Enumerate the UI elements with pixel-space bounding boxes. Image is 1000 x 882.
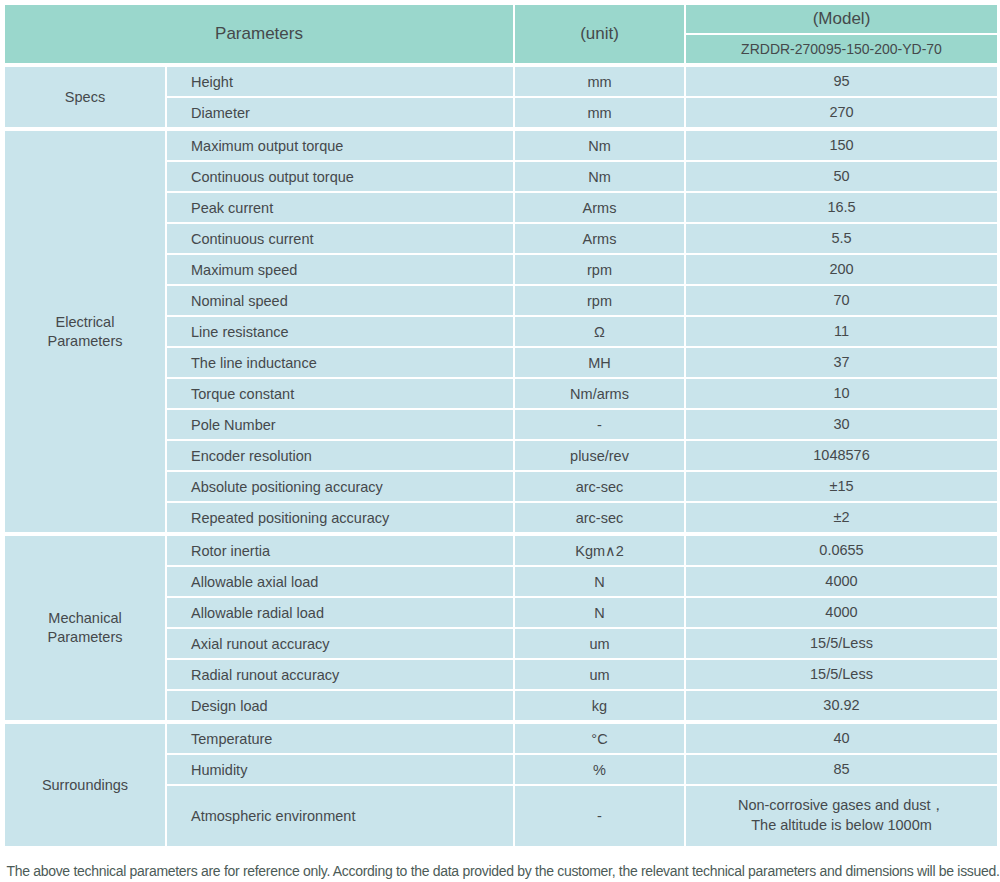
name-cell: Repeated positioning accuracy: [166, 502, 514, 534]
value-cell: 15/5/Less: [685, 659, 998, 690]
unit-cell: um: [514, 628, 685, 659]
parameters-header-cell: Parameters: [4, 4, 514, 65]
value-cell: 200: [685, 254, 998, 285]
unit-cell: arc-sec: [514, 471, 685, 502]
unit-cell: %: [514, 754, 685, 785]
unit-cell: Arms: [514, 223, 685, 254]
unit-cell: Ω: [514, 316, 685, 347]
value-cell: 11: [685, 316, 998, 347]
value-cell: 30.92: [685, 690, 998, 722]
spec-sheet-page: Parameters (unit) (Model) ZRDDR-270095-1…: [0, 0, 1000, 879]
name-cell: Torque constant: [166, 378, 514, 409]
value-cell: 1048576: [685, 440, 998, 471]
value-cell: 70: [685, 285, 998, 316]
name-cell: Continuous output torque: [166, 161, 514, 192]
unit-cell: Arms: [514, 192, 685, 223]
value-cell: 0.0655: [685, 534, 998, 566]
unit-cell: kg: [514, 690, 685, 722]
name-cell: Axial runout accuracy: [166, 628, 514, 659]
unit-cell: Kgm∧2: [514, 534, 685, 566]
spec-table-header: Parameters (unit) (Model) ZRDDR-270095-1…: [4, 4, 998, 65]
unit-cell: pluse/rev: [514, 440, 685, 471]
value-cell: 150: [685, 129, 998, 161]
name-cell: Maximum speed: [166, 254, 514, 285]
name-cell: Pole Number: [166, 409, 514, 440]
unit-cell: Nm: [514, 161, 685, 192]
unit-cell: rpm: [514, 285, 685, 316]
unit-cell: um: [514, 659, 685, 690]
name-cell: The line inductance: [166, 347, 514, 378]
value-cell: 50: [685, 161, 998, 192]
value-cell: 4000: [685, 566, 998, 597]
unit-cell: mm: [514, 97, 685, 129]
name-cell: Rotor inertia: [166, 534, 514, 566]
name-cell: Continuous current: [166, 223, 514, 254]
value-cell: 5.5: [685, 223, 998, 254]
spec-table: Parameters (unit) (Model) ZRDDR-270095-1…: [3, 3, 999, 848]
name-cell: Allowable radial load: [166, 597, 514, 628]
unit-cell: -: [514, 785, 685, 847]
name-cell: Nominal speed: [166, 285, 514, 316]
unit-cell: N: [514, 566, 685, 597]
unit-cell: Nm: [514, 129, 685, 161]
name-cell: Radial runout accuracy: [166, 659, 514, 690]
name-cell: Encoder resolution: [166, 440, 514, 471]
value-cell: 95: [685, 65, 998, 97]
table-row: Electrical ParametersMaximum output torq…: [4, 129, 998, 161]
group-cell-specs: Specs: [4, 65, 166, 129]
name-cell: Maximum output torque: [166, 129, 514, 161]
unit-cell: Nm/arms: [514, 378, 685, 409]
value-cell: 16.5: [685, 192, 998, 223]
spec-table-body: SpecsHeightmm95Diametermm270Electrical P…: [4, 65, 998, 847]
name-cell: Design load: [166, 690, 514, 722]
group-cell-surroundings: Surroundings: [4, 722, 166, 847]
name-cell: Temperature: [166, 722, 514, 754]
name-cell: Humidity: [166, 754, 514, 785]
unit-cell: N: [514, 597, 685, 628]
value-cell: 37: [685, 347, 998, 378]
unit-cell: -: [514, 409, 685, 440]
value-cell: ±2: [685, 502, 998, 534]
model-header-cell: (Model): [685, 4, 998, 34]
name-cell: Diameter: [166, 97, 514, 129]
unit-cell: mm: [514, 65, 685, 97]
unit-header-cell: (unit): [514, 4, 685, 65]
name-cell: Atmospheric environment: [166, 785, 514, 847]
unit-cell: °C: [514, 722, 685, 754]
value-cell: 40: [685, 722, 998, 754]
value-cell: 4000: [685, 597, 998, 628]
name-cell: Absolute positioning accuracy: [166, 471, 514, 502]
value-cell: Non-corrosive gases and dust， The altitu…: [685, 785, 998, 847]
value-cell: 10: [685, 378, 998, 409]
unit-cell: arc-sec: [514, 502, 685, 534]
group-cell-electrical-parameters: Electrical Parameters: [4, 129, 166, 534]
footer-note: The above technical parameters are for r…: [3, 863, 1000, 879]
value-cell: 15/5/Less: [685, 628, 998, 659]
value-cell: 85: [685, 754, 998, 785]
value-cell: 30: [685, 409, 998, 440]
group-cell-mechanical-parameters: Mechanical Parameters: [4, 534, 166, 722]
name-cell: Allowable axial load: [166, 566, 514, 597]
unit-cell: MH: [514, 347, 685, 378]
table-row: Mechanical ParametersRotor inertiaKgm∧20…: [4, 534, 998, 566]
name-cell: Height: [166, 65, 514, 97]
name-cell: Line resistance: [166, 316, 514, 347]
value-cell: ±15: [685, 471, 998, 502]
name-cell: Peak current: [166, 192, 514, 223]
unit-cell: rpm: [514, 254, 685, 285]
table-row: SurroundingsTemperature°C40: [4, 722, 998, 754]
value-cell: 270: [685, 97, 998, 129]
table-row: SpecsHeightmm95: [4, 65, 998, 97]
model-number-cell: ZRDDR-270095-150-200-YD-70: [685, 34, 998, 65]
